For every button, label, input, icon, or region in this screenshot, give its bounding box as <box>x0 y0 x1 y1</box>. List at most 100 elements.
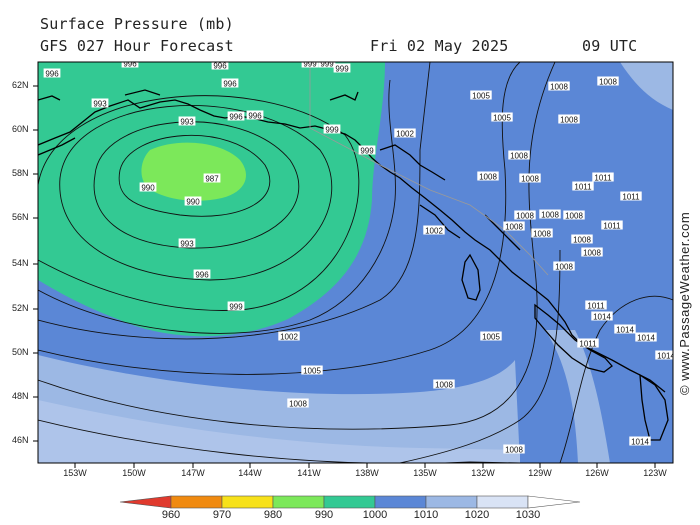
isobars <box>38 62 673 463</box>
isobar-label: 1002 <box>396 130 414 139</box>
isobar-label: 996 <box>223 80 237 89</box>
isobar-label-box <box>178 238 196 248</box>
forecast-subtitle: GFS 027 Hour Forecast <box>40 37 234 55</box>
isobar-label: 1008 <box>541 211 559 220</box>
isobar-label: 996 <box>45 70 59 79</box>
isobar-label-box <box>301 365 323 375</box>
band-northeast <box>620 62 673 110</box>
isobar-label: 1008 <box>505 446 523 455</box>
isobar-label: 1014 <box>593 313 611 322</box>
isobar-label-box <box>139 182 157 192</box>
isobar-label: 999 <box>303 60 317 69</box>
isobar-label: 1014 <box>616 326 634 335</box>
lon-label: 129W <box>528 468 552 478</box>
forecast-date: Fri 02 May 2025 <box>370 37 509 55</box>
isobar-label: 999 <box>335 65 349 74</box>
isobar-label-box <box>548 81 570 91</box>
isobar-label-box <box>211 62 229 70</box>
isobar-label-box <box>503 221 525 231</box>
isobar-label-box <box>601 220 623 230</box>
isobar-label-box <box>423 225 445 235</box>
isobar-label: 993 <box>180 240 194 249</box>
isobar-label-box <box>227 111 245 121</box>
isobar-label: 1002 <box>425 227 443 236</box>
isobar-label: 1002 <box>280 333 298 342</box>
isobar-label: 1008 <box>599 78 617 87</box>
map-frame <box>37 61 674 464</box>
legend-bar <box>119 495 581 509</box>
isobar-label: 996 <box>248 112 262 121</box>
isobar-label-box <box>581 247 603 257</box>
isobar-label-box <box>614 324 636 334</box>
isobar-label-box <box>514 210 536 220</box>
isobar-label: 999 <box>360 147 374 156</box>
lon-label: 123W <box>643 468 667 478</box>
legend-label: 970 <box>212 509 232 521</box>
isobar-label-box <box>477 171 499 181</box>
lon-label: 153W <box>63 468 87 478</box>
isobar-label: 996 <box>123 60 137 69</box>
isobar-label-box <box>193 269 211 279</box>
isobar-label: 1014 <box>657 352 675 361</box>
isobar-label: 990 <box>186 198 200 207</box>
isobar-label-box <box>620 191 642 201</box>
lon-label: 132W <box>471 468 495 478</box>
isobar-label-box <box>287 398 309 408</box>
isobar-label: 1008 <box>505 223 523 232</box>
isobar-label: 1008 <box>510 152 528 161</box>
isobar-label-box <box>470 90 492 100</box>
lat-label: 56N <box>12 212 29 222</box>
legend-label: 1000 <box>362 509 388 521</box>
isobar-label-box <box>655 350 673 360</box>
lat-label: 46N <box>12 435 29 445</box>
isobar-label: 1008 <box>479 173 497 182</box>
isobar-label-box <box>333 63 351 73</box>
isobar-label-box <box>572 181 594 191</box>
isobar-label-box <box>592 172 614 182</box>
isobar-label-box <box>221 78 239 88</box>
isobar-label-box <box>503 444 525 454</box>
isobar-label: 1011 <box>574 183 592 192</box>
isobar-label-box <box>358 145 376 155</box>
isobar-label-box <box>43 68 61 78</box>
low-centre <box>141 142 246 201</box>
isobar-label-box <box>184 196 202 206</box>
lat-label: 50N <box>12 347 29 357</box>
isobar-label-box <box>318 62 336 68</box>
lon-label: 150W <box>122 468 146 478</box>
isobar-label: 1008 <box>516 212 534 221</box>
border-line <box>309 62 549 276</box>
isobar-label-box <box>635 332 657 342</box>
lon-label: 126W <box>585 468 609 478</box>
lat-label: 62N <box>12 80 29 90</box>
lat-label: 60N <box>12 124 29 134</box>
isobar-label: 1008 <box>435 381 453 390</box>
isobar-label-box <box>585 300 607 310</box>
isobar-label-box <box>591 311 613 321</box>
isobar-label: 1011 <box>579 340 597 349</box>
isobar-label-box <box>323 124 341 134</box>
isobar-label: 1005 <box>303 367 321 376</box>
isobar-label-box <box>519 173 541 183</box>
isobar-label: 999 <box>320 60 334 69</box>
isobar-label-box <box>597 76 619 86</box>
isobar-label: 1008 <box>550 83 568 92</box>
legend-label: 990 <box>314 509 334 521</box>
isobar-label: 996 <box>229 113 243 122</box>
lon-label: 138W <box>355 468 379 478</box>
isobar-label: 987 <box>205 175 219 184</box>
isobar-label-box <box>301 62 319 68</box>
isobar-label-box <box>577 338 599 348</box>
isobar-label-box <box>558 114 580 124</box>
axis-ticks <box>33 85 656 468</box>
map-title: Surface Pressure (mb) <box>40 15 234 33</box>
lon-label: 147W <box>181 468 205 478</box>
isobar-label-box <box>571 234 593 244</box>
legend-label: 1020 <box>464 509 490 521</box>
lat-label: 58N <box>12 168 29 178</box>
isobar-label: 1014 <box>631 438 649 447</box>
isobar-label-box <box>491 112 513 122</box>
isobar-label: 1008 <box>533 230 551 239</box>
lon-label: 141W <box>297 468 321 478</box>
